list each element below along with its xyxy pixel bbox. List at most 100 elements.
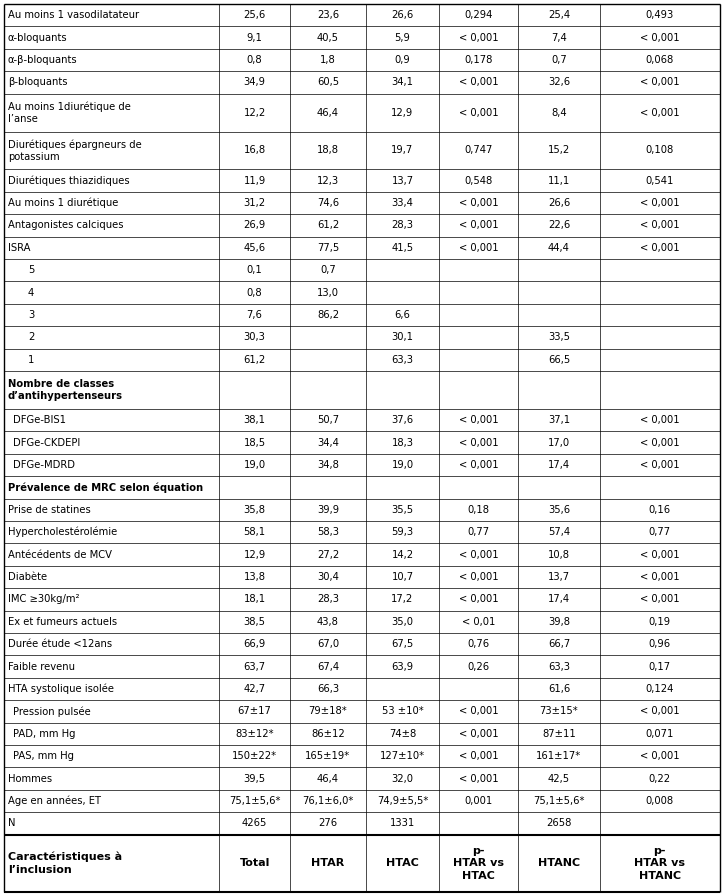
- Text: 12,9: 12,9: [243, 549, 266, 559]
- Text: 74±8: 74±8: [389, 728, 416, 739]
- Text: 0,77: 0,77: [468, 527, 489, 537]
- Text: 0,1: 0,1: [247, 265, 263, 275]
- Text: 39,8: 39,8: [548, 616, 570, 626]
- Text: < 0,001: < 0,001: [459, 108, 499, 117]
- Text: 66,5: 66,5: [548, 355, 570, 365]
- Text: 25,4: 25,4: [548, 10, 570, 21]
- Text: 0,8: 0,8: [247, 288, 262, 297]
- Text: 7,4: 7,4: [551, 32, 567, 43]
- Text: Caractéristiques à
l’inclusion: Caractéristiques à l’inclusion: [8, 852, 122, 874]
- Text: 0,068: 0,068: [646, 55, 674, 65]
- Text: 67,4: 67,4: [317, 661, 339, 672]
- Text: 1: 1: [28, 355, 34, 365]
- Text: 0,294: 0,294: [465, 10, 493, 21]
- Text: 86,2: 86,2: [317, 310, 339, 320]
- Text: 28,3: 28,3: [317, 594, 339, 604]
- Text: < 0,001: < 0,001: [640, 243, 680, 253]
- Text: 59,3: 59,3: [392, 527, 413, 537]
- Text: 42,7: 42,7: [243, 684, 266, 694]
- Text: 33,5: 33,5: [548, 332, 570, 342]
- Text: < 0,001: < 0,001: [640, 572, 680, 582]
- Text: < 0,001: < 0,001: [459, 728, 499, 739]
- Text: 127±10*: 127±10*: [380, 751, 425, 762]
- Text: 0,7: 0,7: [320, 265, 336, 275]
- Text: 13,8: 13,8: [243, 572, 266, 582]
- Text: 4265: 4265: [242, 818, 267, 829]
- Text: 46,4: 46,4: [317, 773, 339, 784]
- Text: 50,7: 50,7: [317, 415, 339, 425]
- Text: β-bloquants: β-bloquants: [8, 77, 67, 88]
- Text: 30,4: 30,4: [317, 572, 339, 582]
- Text: 0,008: 0,008: [646, 796, 674, 806]
- Text: 60,5: 60,5: [317, 77, 339, 88]
- Text: 9,1: 9,1: [247, 32, 263, 43]
- Text: 0,108: 0,108: [646, 145, 674, 156]
- Text: < 0,001: < 0,001: [640, 198, 680, 208]
- Text: 17,0: 17,0: [548, 437, 570, 447]
- Text: PAS, mm Hg: PAS, mm Hg: [13, 751, 74, 762]
- Text: 34,8: 34,8: [317, 460, 339, 470]
- Text: 13,7: 13,7: [392, 176, 413, 185]
- Text: 63,9: 63,9: [392, 661, 413, 672]
- Text: 12,3: 12,3: [317, 176, 339, 185]
- Text: < 0,001: < 0,001: [640, 108, 680, 117]
- Text: 30,3: 30,3: [244, 332, 266, 342]
- Text: Nombre de classes
d’antihypertenseurs: Nombre de classes d’antihypertenseurs: [8, 379, 123, 401]
- Text: < 0,001: < 0,001: [640, 32, 680, 43]
- Text: 17,4: 17,4: [548, 594, 570, 604]
- Text: < 0,001: < 0,001: [459, 243, 499, 253]
- Text: PAD, mm Hg: PAD, mm Hg: [13, 728, 75, 739]
- Text: 0,16: 0,16: [649, 504, 671, 514]
- Text: < 0,001: < 0,001: [640, 751, 680, 762]
- Text: 66,9: 66,9: [243, 639, 266, 650]
- Text: Au moins 1diurétique de
l’anse: Au moins 1diurétique de l’anse: [8, 101, 131, 124]
- Text: 67,0: 67,0: [317, 639, 339, 650]
- Text: Total: Total: [240, 858, 270, 868]
- Text: 57,4: 57,4: [548, 527, 570, 537]
- Text: 161±17*: 161±17*: [536, 751, 581, 762]
- Text: 17,2: 17,2: [392, 594, 413, 604]
- Text: 0,493: 0,493: [646, 10, 674, 21]
- Text: < 0,001: < 0,001: [459, 572, 499, 582]
- Text: 8,4: 8,4: [551, 108, 567, 117]
- Text: 63,3: 63,3: [548, 661, 570, 672]
- Text: HTA systolique isolée: HTA systolique isolée: [8, 684, 114, 694]
- Text: Hypercholestérolémie: Hypercholestérolémie: [8, 527, 117, 538]
- Text: Faible revenu: Faible revenu: [8, 661, 75, 672]
- Text: 42,5: 42,5: [548, 773, 570, 784]
- Text: 1331: 1331: [390, 818, 415, 829]
- Text: HTAC: HTAC: [386, 858, 419, 868]
- Text: Au moins 1 diurétique: Au moins 1 diurétique: [8, 198, 119, 208]
- Text: 73±15*: 73±15*: [539, 706, 578, 717]
- Text: 38,1: 38,1: [243, 415, 266, 425]
- Text: 33,4: 33,4: [392, 198, 413, 208]
- Text: 0,77: 0,77: [649, 527, 671, 537]
- Text: Pression pulsée: Pression pulsée: [13, 706, 90, 717]
- Text: DFGe-MDRD: DFGe-MDRD: [13, 460, 75, 470]
- Text: 14,2: 14,2: [392, 549, 413, 559]
- Text: 18,1: 18,1: [243, 594, 266, 604]
- Text: 19,7: 19,7: [392, 145, 413, 156]
- Text: 11,9: 11,9: [243, 176, 266, 185]
- Text: 2658: 2658: [546, 818, 571, 829]
- Text: 22,6: 22,6: [548, 220, 570, 230]
- Text: 26,9: 26,9: [243, 220, 266, 230]
- Text: < 0,001: < 0,001: [459, 706, 499, 717]
- Text: Ex et fumeurs actuels: Ex et fumeurs actuels: [8, 616, 117, 626]
- Text: 37,6: 37,6: [392, 415, 413, 425]
- Text: IMC ≥30kg/m²: IMC ≥30kg/m²: [8, 594, 80, 604]
- Text: 34,4: 34,4: [317, 437, 339, 447]
- Text: 35,5: 35,5: [392, 504, 413, 514]
- Text: 150±22*: 150±22*: [232, 751, 277, 762]
- Text: < 0,001: < 0,001: [640, 415, 680, 425]
- Text: 26,6: 26,6: [392, 10, 413, 21]
- Text: 26,6: 26,6: [548, 198, 570, 208]
- Text: 40,5: 40,5: [317, 32, 339, 43]
- Text: 0,26: 0,26: [468, 661, 489, 672]
- Text: 38,5: 38,5: [243, 616, 266, 626]
- Text: < 0,001: < 0,001: [459, 198, 499, 208]
- Text: 37,1: 37,1: [548, 415, 570, 425]
- Text: Diabète: Diabète: [8, 572, 47, 582]
- Text: 43,8: 43,8: [317, 616, 339, 626]
- Text: 0,8: 0,8: [247, 55, 262, 65]
